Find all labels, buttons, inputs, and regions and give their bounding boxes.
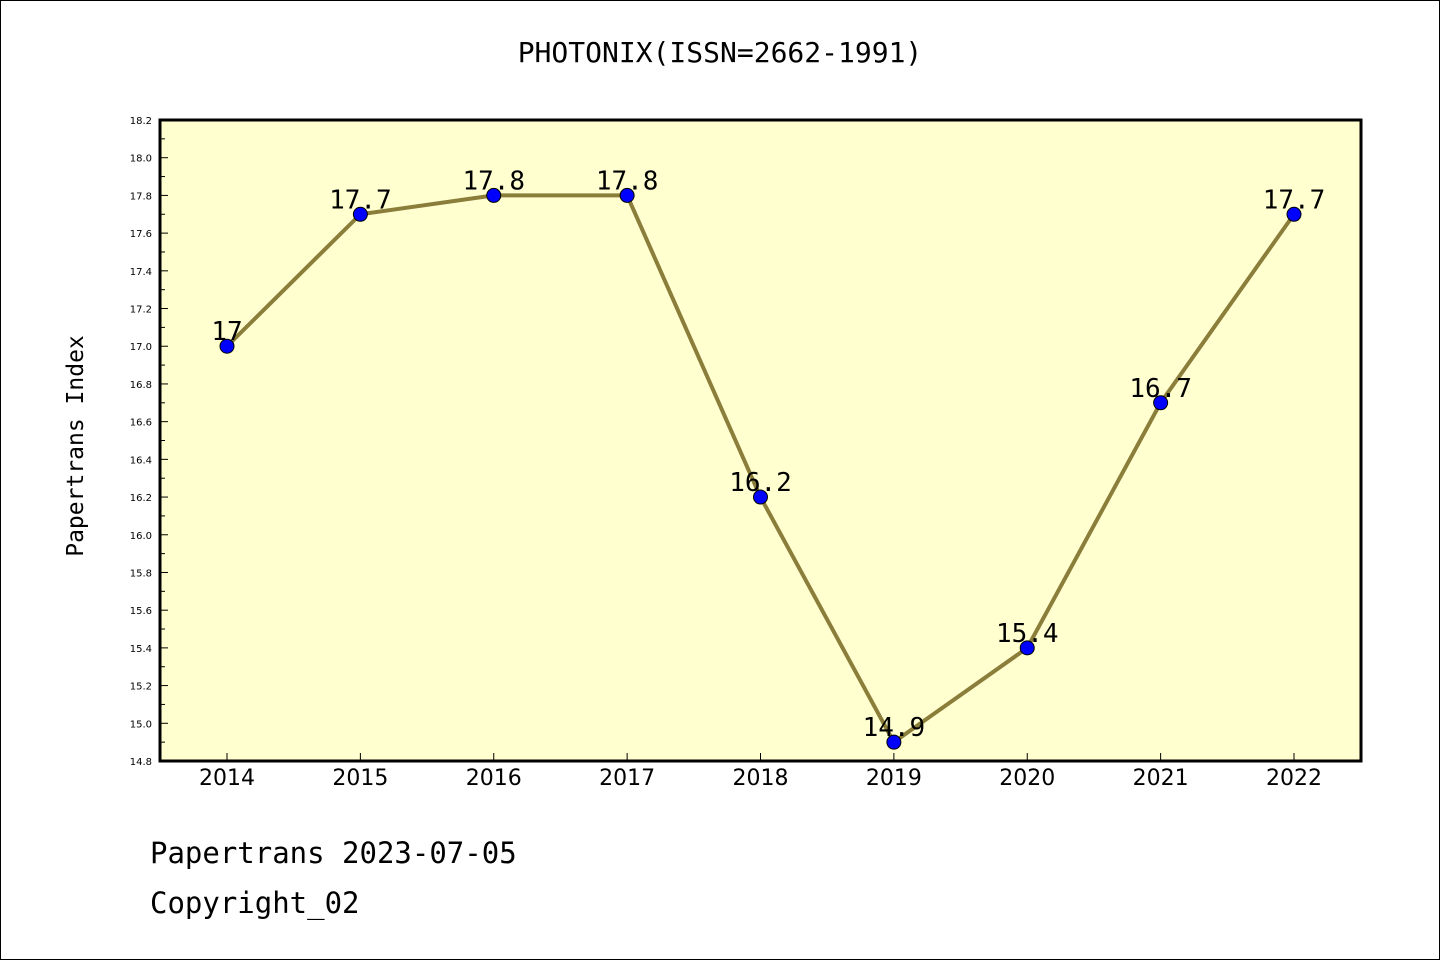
data-point xyxy=(1286,206,1302,222)
data-label: 16.2 xyxy=(729,468,792,498)
plot-area xyxy=(158,118,1363,763)
data-points xyxy=(219,187,1302,750)
y-tick-label: 16.6 xyxy=(130,418,152,429)
x-axis: 2014 2015 2016 2017 2018 2019 2020 2021 2022 xyxy=(199,753,1322,791)
y-tick-label: 16.8 xyxy=(130,380,152,391)
y-tick-label: 15.6 xyxy=(130,606,152,617)
x-tick-label: 2017 xyxy=(599,766,655,791)
data-label: 16.7 xyxy=(1129,374,1192,404)
y-axis: 14.8 15.0 15.2 15.4 15.6 15.8 16.0 16.2 16.4 16.6… xyxy=(130,116,168,768)
y-tick-label: 18.2 xyxy=(130,116,152,127)
y-tick-label: 15.0 xyxy=(130,719,152,730)
data-label: 17.7 xyxy=(1263,185,1326,215)
data-point xyxy=(886,734,902,750)
data-labels: 17 17.7 17.8 17.8 16.2 14.9 15.4 16.7 17.7 xyxy=(211,166,1325,743)
x-tick-label: 2015 xyxy=(332,766,388,791)
y-tick-label: 15.2 xyxy=(130,682,152,693)
y-tick-label: 15.8 xyxy=(130,568,152,579)
y-tick-label: 16.4 xyxy=(130,455,152,466)
x-tick-label: 2014 xyxy=(199,766,255,791)
data-label: 15.4 xyxy=(996,619,1059,649)
data-point xyxy=(1019,640,1035,656)
data-label: 17 xyxy=(211,317,242,347)
data-point xyxy=(1153,395,1169,411)
data-label: 17.8 xyxy=(596,166,659,196)
footer-date: Papertrans 2023-07-05 xyxy=(150,836,517,870)
y-tick-label: 18.0 xyxy=(130,154,152,165)
footer-copyright: Copyright_02 xyxy=(150,886,360,920)
data-label: 17.7 xyxy=(329,185,392,215)
chart-title: PHOTONIX(ISSN=2662-1991) xyxy=(517,36,923,69)
y-tick-label: 14.8 xyxy=(130,757,152,768)
y-tick-label: 17.0 xyxy=(130,342,152,353)
data-label: 17.8 xyxy=(462,166,525,196)
x-tick-label: 2021 xyxy=(1133,766,1189,791)
data-point xyxy=(352,206,368,222)
y-tick-label: 17.6 xyxy=(130,229,152,240)
y-tick-label: 17.8 xyxy=(130,191,152,202)
x-tick-label: 2019 xyxy=(866,766,922,791)
data-point xyxy=(486,187,502,203)
y-tick-label: 15.4 xyxy=(130,644,152,655)
data-point xyxy=(619,187,635,203)
data-point xyxy=(753,489,768,505)
data-label: 14.9 xyxy=(863,713,926,743)
y-tick-label: 16.0 xyxy=(130,531,152,542)
x-tick-label: 2020 xyxy=(999,766,1055,791)
y-tick-label: 17.2 xyxy=(130,305,152,316)
x-tick-label: 2018 xyxy=(733,766,789,791)
y-tick-label: 16.2 xyxy=(130,493,152,504)
x-tick-label: 2022 xyxy=(1266,766,1322,791)
data-point xyxy=(219,338,235,354)
x-tick-label: 2016 xyxy=(466,766,522,791)
y-tick-label: 17.4 xyxy=(130,267,152,278)
